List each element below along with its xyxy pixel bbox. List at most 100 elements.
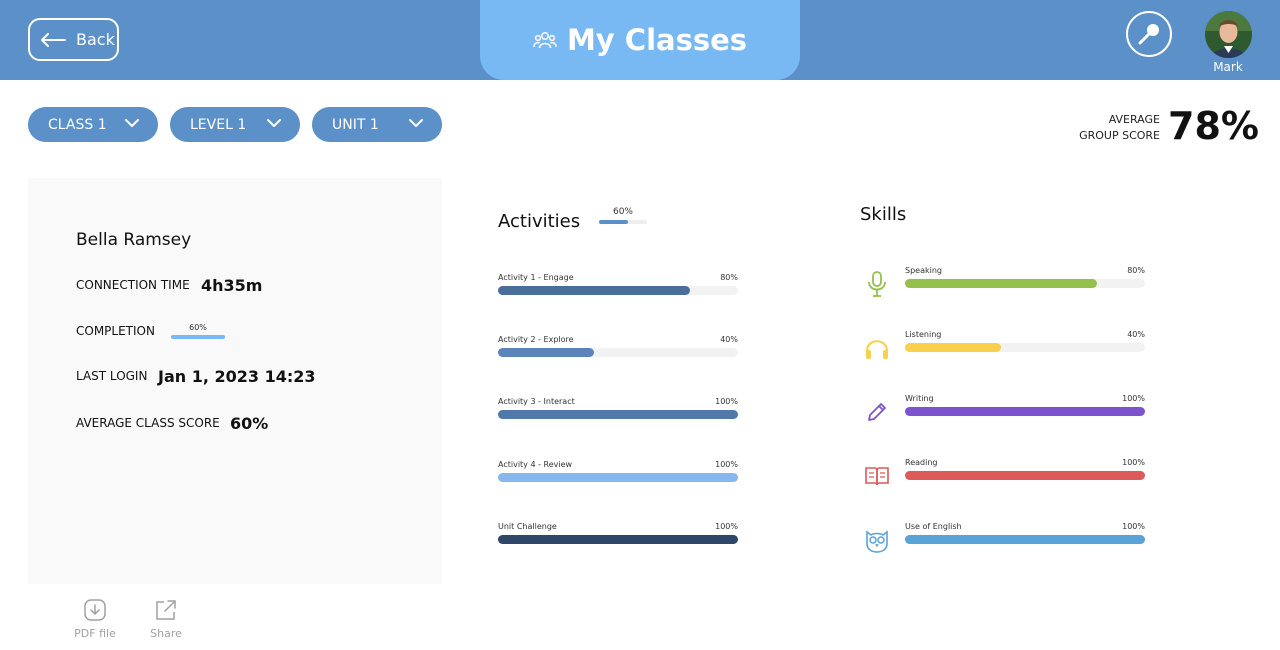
skill-track (905, 407, 1145, 416)
activity-progress: Activity 2 - Explore 40% (498, 335, 738, 357)
activity-percent: 100% (715, 397, 738, 406)
share-icon (156, 600, 176, 620)
skill-progress: Speaking 80% (905, 266, 1145, 288)
microphone-button[interactable] (1126, 11, 1172, 57)
activity-fill (498, 348, 594, 357)
completion-bar-fill (171, 335, 225, 339)
skill-percent: 100% (1122, 522, 1145, 531)
connection-time-value: 4h35m (201, 276, 263, 295)
activity-track (498, 286, 738, 295)
skill-progress: Use of English 100% (905, 522, 1145, 544)
skill-progress-head: Speaking 80% (905, 266, 1145, 275)
chevron-down-icon (125, 119, 139, 127)
average-class-score-value: 60% (230, 414, 269, 433)
share-button[interactable]: Share (141, 598, 191, 640)
skill-track (905, 343, 1145, 352)
chevron-down-icon (409, 119, 423, 127)
activity-progress-head: Activity 1 - Engage 80% (498, 273, 738, 282)
activities-overall-percent: 60% (612, 207, 633, 217)
skill-progress: Writing 100% (905, 394, 1145, 416)
skill-progress-head: Use of English 100% (905, 522, 1145, 531)
class-filter-dropdown[interactable]: CLASS 1 (28, 107, 158, 142)
user-avatar[interactable] (1205, 11, 1252, 58)
skill-fill (905, 471, 1145, 480)
connection-time-label: CONNECTION TIME (76, 278, 190, 292)
page-title: My Classes (566, 23, 748, 57)
download-file-icon (84, 599, 106, 621)
activity-progress-head: Activity 3 - Interact 100% (498, 397, 738, 406)
activity-label: Unit Challenge (498, 522, 557, 531)
microphone-icon (1138, 24, 1159, 45)
skill-percent: 80% (1127, 266, 1145, 275)
activity-progress-head: Unit Challenge 100% (498, 522, 738, 531)
activity-percent: 100% (715, 460, 738, 469)
average-group-score-value: 78% (1168, 104, 1259, 148)
back-button[interactable]: Back (28, 18, 119, 61)
level-filter-dropdown[interactable]: LEVEL 1 (170, 107, 300, 142)
skill-progress-head: Writing 100% (905, 394, 1145, 403)
activity-progress-head: Activity 4 - Review 100% (498, 460, 738, 469)
chevron-down-icon (267, 119, 281, 127)
activities-overall-fill (599, 220, 628, 224)
student-card: Bella Ramsey CONNECTION TIME 4h35m COMPL… (28, 178, 442, 584)
average-label-line1: AVERAGE (1108, 113, 1160, 126)
skill-percent: 100% (1122, 394, 1145, 403)
skills-title: Skills (860, 204, 907, 225)
activity-progress: Activity 1 - Engage 80% (498, 273, 738, 295)
skill-label: Writing (905, 394, 934, 403)
activity-fill (498, 410, 738, 419)
activity-fill (498, 286, 690, 295)
activity-percent: 100% (715, 522, 738, 531)
book-icon (863, 462, 891, 490)
activity-label: Activity 2 - Explore (498, 335, 574, 344)
share-label: Share (150, 627, 182, 640)
pdf-download-button[interactable]: PDF file (70, 598, 120, 640)
skill-track (905, 279, 1145, 288)
activity-progress: Unit Challenge 100% (498, 522, 738, 544)
activity-track (498, 473, 738, 482)
microphone-icon (863, 270, 891, 298)
group-icon (533, 32, 557, 49)
activities-overall-track (599, 220, 647, 224)
level-filter-label: LEVEL 1 (190, 116, 247, 133)
unit-filter-dropdown[interactable]: UNIT 1 (312, 107, 442, 142)
skill-percent: 100% (1122, 458, 1145, 467)
activities-title: Activities (498, 211, 581, 232)
activity-fill (498, 473, 738, 482)
skill-progress-head: Reading 100% (905, 458, 1145, 467)
activity-track (498, 535, 738, 544)
average-label-line2: GROUP SCORE (1079, 129, 1160, 142)
skill-progress-head: Listening 40% (905, 330, 1145, 339)
skill-label: Speaking (905, 266, 942, 275)
avatar-photo (1205, 11, 1252, 58)
average-class-score-label: AVERAGE CLASS SCORE (76, 416, 220, 430)
activities-overall-bar: 60% (599, 207, 647, 224)
completion-bar: 60% (171, 323, 225, 339)
skill-fill (905, 279, 1097, 288)
completion-percent: 60% (189, 323, 207, 332)
skill-label: Use of English (905, 522, 962, 531)
activity-fill (498, 535, 738, 544)
activity-track (498, 348, 738, 357)
skill-label: Reading (905, 458, 938, 467)
unit-filter-label: UNIT 1 (332, 116, 379, 133)
activity-progress: Activity 3 - Interact 100% (498, 397, 738, 419)
back-label: Back (76, 30, 115, 49)
activity-percent: 80% (720, 273, 738, 282)
student-name: Bella Ramsey (76, 230, 192, 250)
activity-track (498, 410, 738, 419)
skill-track (905, 471, 1145, 480)
owl-icon (863, 526, 891, 554)
skill-track (905, 535, 1145, 544)
completion-label: COMPLETION (76, 324, 155, 338)
average-group-score-label: AVERAGE GROUP SCORE (1070, 112, 1160, 144)
page-title-tab: My Classes (480, 0, 800, 80)
activity-label: Activity 3 - Interact (498, 397, 575, 406)
pencil-icon (863, 398, 891, 426)
skill-progress: Listening 40% (905, 330, 1145, 352)
last-login-label: LAST LOGIN (76, 369, 148, 383)
activity-label: Activity 4 - Review (498, 460, 573, 469)
activity-progress: Activity 4 - Review 100% (498, 460, 738, 482)
skill-label: Listening (905, 330, 942, 339)
activity-progress-head: Activity 2 - Explore 40% (498, 335, 738, 344)
